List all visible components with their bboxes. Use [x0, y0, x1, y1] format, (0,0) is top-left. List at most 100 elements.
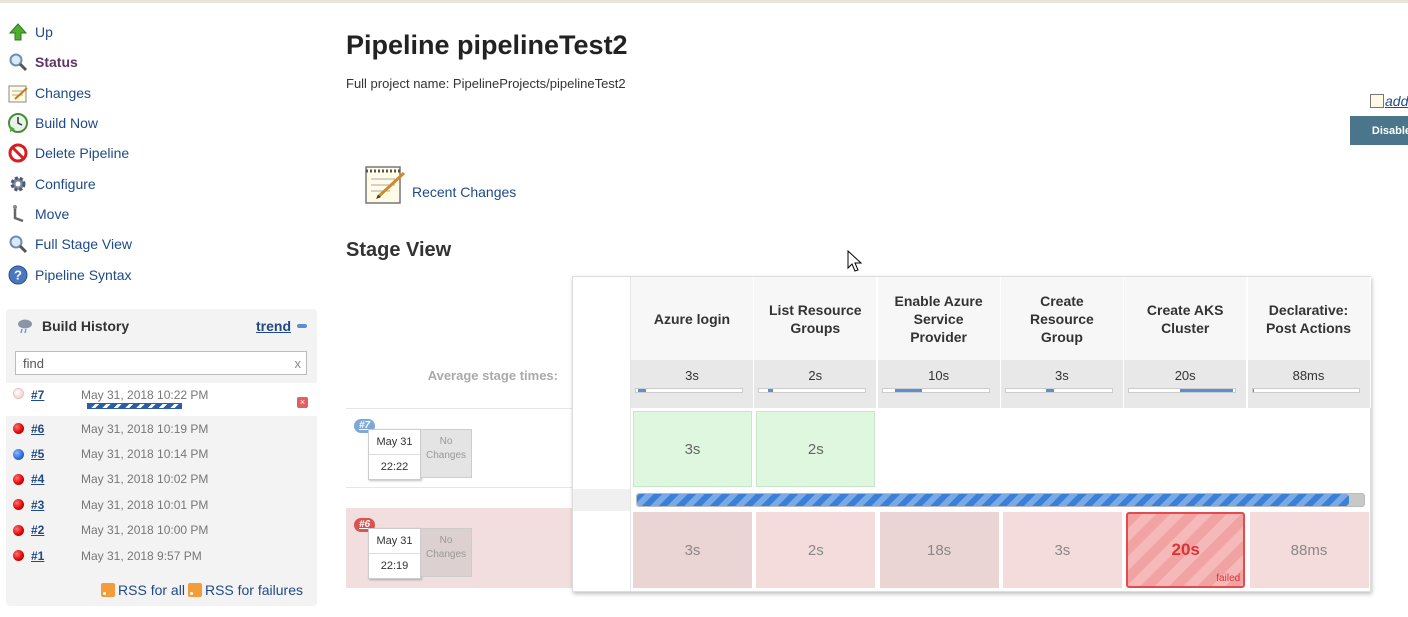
sidebar-item-configure[interactable]: Configure [6, 168, 306, 198]
build-status-icon[interactable] [13, 423, 24, 435]
rss-failures-link[interactable]: RSS for failures [204, 582, 303, 598]
sidebar-item-up[interactable]: Up [6, 17, 306, 47]
sidebar-item-label: Changes [35, 84, 92, 101]
build-date[interactable]: May 31, 2018 10:00 PM [81, 523, 209, 538]
build-history-title: Build History [42, 318, 130, 334]
stage-average-fill [767, 389, 774, 392]
run-date-box: May 31 22:22 [368, 429, 421, 480]
clock-play-icon [6, 111, 30, 135]
build-status-icon[interactable] [13, 550, 24, 562]
stage-column: Enable Azure Service Provider 10s 18s [877, 277, 1001, 591]
sidebar-item-label: Delete Pipeline [35, 145, 130, 162]
page-title: Pipeline pipelineTest2 [346, 30, 628, 60]
build-row: #6 May 31, 2018 10:19 PM [6, 416, 317, 441]
mouse-cursor-icon [847, 250, 863, 272]
stage-cell[interactable]: 2s [756, 512, 876, 588]
sidebar-item-status[interactable]: Status [6, 47, 306, 77]
sidebar-item-label: Pipeline Syntax [35, 266, 132, 283]
stage-average-bar [1128, 388, 1237, 393]
sidebar-item-pipeline-syntax[interactable]: ? Pipeline Syntax [6, 259, 306, 289]
build-date[interactable]: May 31, 2018 10:19 PM [81, 421, 209, 436]
build-status-icon[interactable] [13, 524, 24, 536]
run-progress-fill [637, 494, 1350, 506]
trend-link[interactable]: trend [256, 318, 291, 334]
build-number-link[interactable]: #5 [31, 447, 45, 462]
clear-search-icon[interactable]: x [294, 355, 302, 371]
build-number-link[interactable]: #7 [31, 388, 45, 402]
stage-cell[interactable]: 3s [633, 411, 752, 487]
build-status-icon[interactable] [13, 448, 24, 460]
stage-average-bar [1004, 388, 1113, 393]
stage-name: Declarative: Post Actions [1247, 277, 1371, 360]
add-description-link[interactable]: add [1370, 93, 1408, 109]
run-date: May 31 [369, 529, 420, 554]
run-changes[interactable]: No Changes [421, 528, 472, 577]
stage-column: List Resource Groups 2s 2s 2s [754, 277, 878, 591]
stage-cell[interactable]: 20s failed [1126, 512, 1246, 588]
sidebar-item-move[interactable]: Move [6, 199, 306, 229]
rss-all-link[interactable]: RSS for all [118, 582, 185, 598]
stage-cell[interactable]: 3s [1002, 512, 1122, 588]
stage-column: Create AKS Cluster 20s 20s failed [1124, 277, 1248, 591]
gear-icon [6, 172, 30, 196]
side-panel-tasks: Up Status Changes Build Now Delete Pipel… [6, 17, 306, 290]
build-number-link[interactable]: #3 [31, 497, 45, 512]
build-number-link[interactable]: #2 [31, 523, 45, 538]
stop-build-icon[interactable]: × [297, 397, 308, 408]
build-status-icon[interactable] [13, 473, 24, 485]
stage-cell-time: 18s [927, 541, 952, 559]
rss-links: RSS for all RSS for failures [101, 582, 303, 598]
sidebar-item-label: Up [35, 24, 53, 41]
disable-project-button[interactable]: Disable [1350, 116, 1408, 145]
build-date[interactable]: May 31, 2018 10:02 PM [81, 472, 209, 487]
stage-cell-time: 88ms [1290, 541, 1328, 559]
build-date[interactable]: May 31, 2018 10:14 PM [81, 447, 209, 462]
stage-table-left-column [573, 277, 631, 591]
build-date[interactable]: May 31, 2018 9:57 PM [81, 548, 202, 563]
build-search-input[interactable] [21, 354, 295, 372]
recent-changes-link[interactable]: Recent Changes [412, 183, 517, 200]
stage-name: Enable Azure Service Provider [877, 277, 1001, 360]
up-arrow-icon [6, 20, 30, 44]
stage-average-bar [881, 388, 990, 393]
build-number-link[interactable]: #6 [31, 421, 45, 436]
build-number-link[interactable]: #4 [31, 472, 45, 487]
build-row: #4 May 31, 2018 10:02 PM [6, 467, 317, 492]
stage-cell-time: 3s [1054, 541, 1071, 559]
stage-average-time: 20s [1174, 368, 1196, 383]
magnifier-icon [6, 232, 30, 256]
build-date[interactable]: May 31, 2018 10:01 PM [81, 497, 209, 512]
stage-cell-time: 2s [807, 440, 824, 458]
build-number-link[interactable]: #1 [31, 548, 45, 563]
stage-average: 20s [1124, 360, 1248, 408]
run-progress-bar [636, 493, 1365, 507]
stage-cell[interactable] [880, 411, 999, 487]
collapse-icon[interactable] [297, 324, 307, 328]
stage-average-bar [635, 388, 743, 393]
svg-text:?: ? [14, 267, 22, 282]
move-icon [6, 202, 30, 226]
build-status-icon[interactable] [13, 388, 24, 399]
add-description-label[interactable]: add [1385, 93, 1408, 109]
build-date[interactable]: May 31, 2018 10:22 PM [81, 388, 209, 402]
run-time: 22:22 [380, 461, 409, 473]
stage-cell[interactable]: 3s [633, 512, 752, 588]
stage-cell[interactable]: 18s [879, 512, 999, 588]
stage-view-table: Azure login 3s 3s 3s List Resource Groups 2s 2… [572, 276, 1371, 592]
stage-cell-time: 20s [1171, 540, 1200, 559]
sidebar-item-delete-pipeline[interactable]: Delete Pipeline [6, 138, 306, 168]
sidebar-item-build-now[interactable]: Build Now [6, 108, 306, 138]
sidebar-item-changes[interactable]: Changes [6, 78, 306, 108]
build-row: #5 May 31, 2018 10:14 PM [6, 441, 317, 466]
build-status-icon[interactable] [13, 499, 24, 511]
stage-cell[interactable]: 2s [756, 411, 876, 487]
stage-average-time: 88ms [1292, 368, 1325, 383]
stage-average: 88ms [1247, 360, 1371, 408]
run-date-box: May 31 22:19 [368, 528, 421, 579]
stage-cell[interactable]: 88ms [1249, 512, 1369, 588]
sidebar-item-label: Full Stage View [35, 236, 133, 253]
stage-average-fill [895, 389, 922, 392]
sidebar-item-label: Status [35, 54, 78, 71]
sidebar-item-full-stage-view[interactable]: Full Stage View [6, 229, 306, 259]
run-changes[interactable]: No Changes [421, 429, 472, 478]
